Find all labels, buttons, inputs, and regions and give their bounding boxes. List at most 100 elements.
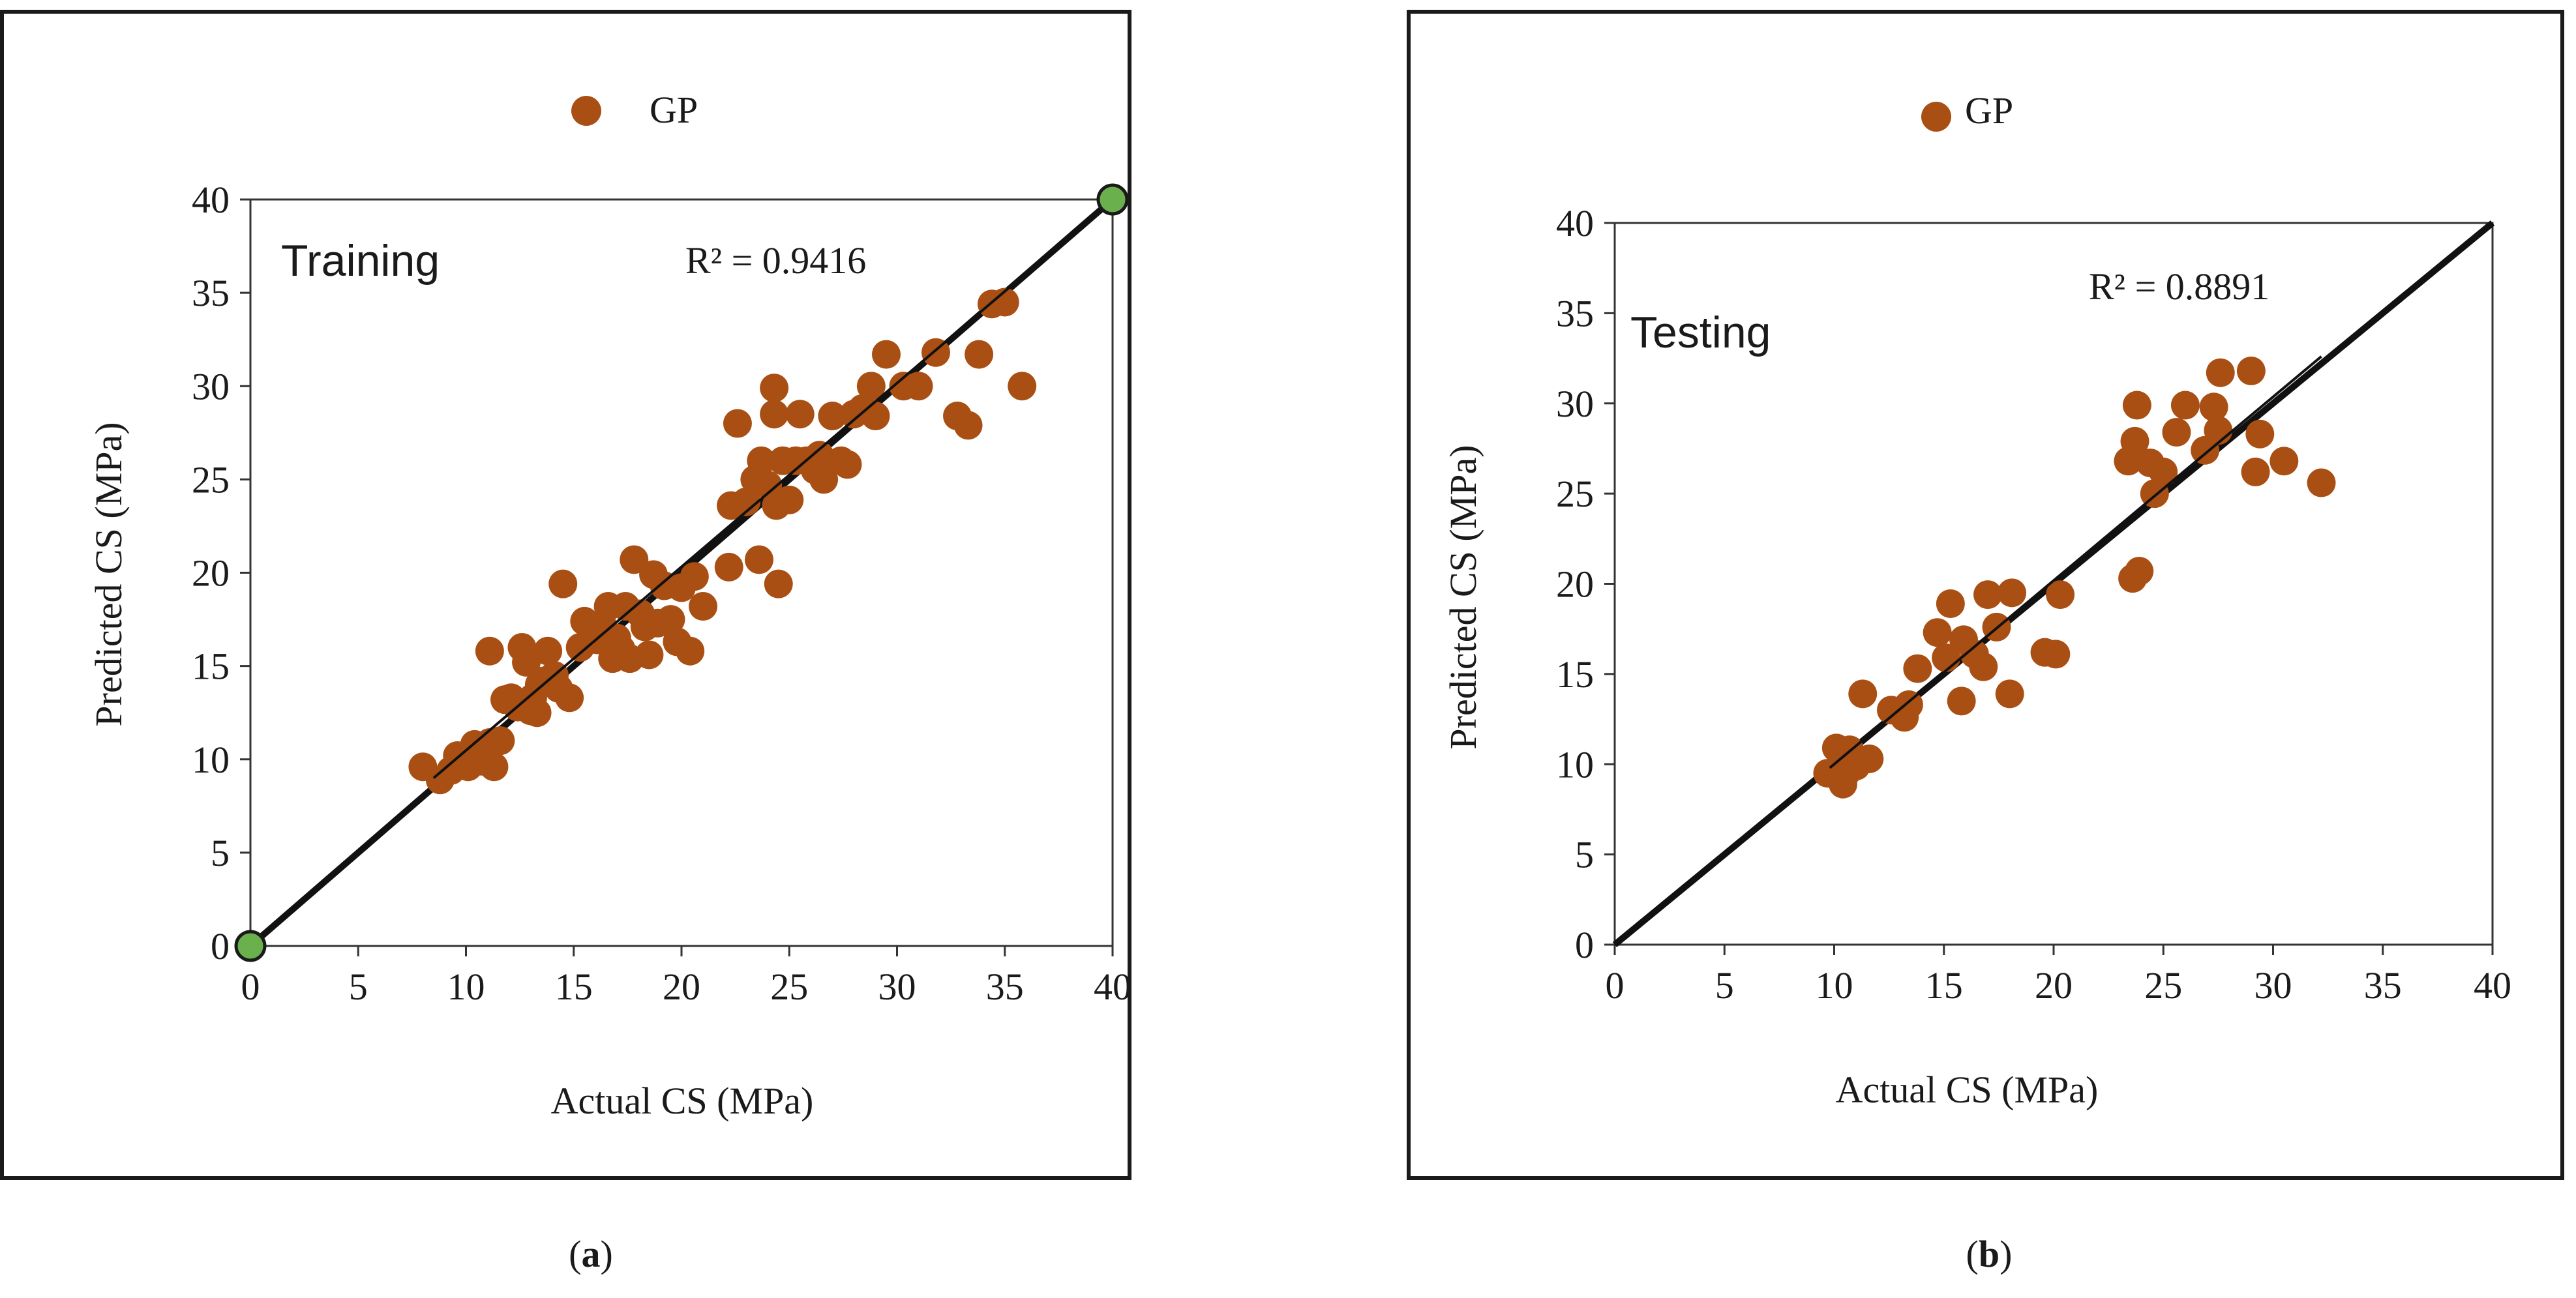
y-tick-label: 15 bbox=[1556, 653, 1594, 696]
x-tick-label: 10 bbox=[1816, 964, 1853, 1007]
r2-label: R² = 0.9416 bbox=[685, 239, 866, 282]
data-point bbox=[785, 400, 815, 429]
x-tick-label: 40 bbox=[2474, 964, 2511, 1007]
data-point bbox=[1995, 679, 2024, 709]
data-point bbox=[1923, 618, 1952, 647]
legend-marker bbox=[571, 96, 601, 126]
line-endpoint-marker bbox=[234, 930, 267, 962]
data-point bbox=[856, 372, 886, 401]
data-point bbox=[732, 487, 761, 516]
x-tick-label: 5 bbox=[1715, 964, 1734, 1007]
data-point bbox=[1894, 690, 1923, 719]
y-tick-label: 30 bbox=[1556, 383, 1594, 425]
legend-label: GP bbox=[1965, 89, 2013, 132]
y-tick-label: 35 bbox=[1556, 292, 1594, 334]
y-tick-label: 40 bbox=[1556, 202, 1594, 244]
data-point bbox=[512, 647, 541, 677]
data-point bbox=[2125, 557, 2154, 586]
data-point bbox=[533, 636, 563, 666]
data-point bbox=[555, 683, 584, 713]
data-point bbox=[764, 569, 793, 598]
x-tick-label: 35 bbox=[986, 966, 1024, 1008]
y-tick-label: 20 bbox=[1556, 563, 1594, 606]
data-point bbox=[2269, 447, 2299, 476]
trend-line bbox=[432, 198, 1114, 779]
data-point bbox=[2245, 419, 2275, 449]
data-point bbox=[1973, 580, 2003, 610]
chart-panel-training: GP Training R² = 0.9416 Actual CS (MPa) … bbox=[0, 10, 1131, 1180]
data-point bbox=[1936, 589, 1965, 618]
y-tick-label: 10 bbox=[1556, 743, 1594, 786]
data-point bbox=[2236, 356, 2266, 385]
data-point bbox=[805, 441, 834, 470]
data-point bbox=[1947, 686, 1976, 716]
x-tick-label: 20 bbox=[2035, 964, 2073, 1007]
x-tick-label: 20 bbox=[663, 966, 700, 1008]
x-tick-label: 10 bbox=[447, 966, 485, 1008]
data-point bbox=[965, 340, 994, 369]
data-point bbox=[747, 446, 776, 475]
x-axis-label: Actual CS (MPa) bbox=[551, 1080, 814, 1122]
legend-marker bbox=[1921, 102, 1951, 132]
data-point bbox=[990, 288, 1019, 317]
data-point bbox=[833, 450, 862, 479]
x-axis-label: Actual CS (MPa) bbox=[1836, 1069, 2099, 1111]
data-point bbox=[714, 552, 743, 582]
x-tick-label: 25 bbox=[770, 966, 808, 1008]
x-tick-label: 25 bbox=[2144, 964, 2182, 1007]
data-point bbox=[760, 400, 789, 429]
data-point bbox=[479, 752, 509, 782]
data-point bbox=[775, 485, 804, 514]
x-tick-label: 35 bbox=[2364, 964, 2402, 1007]
y-tick-label: 5 bbox=[211, 832, 230, 874]
x-tick-label: 30 bbox=[878, 966, 916, 1008]
data-point bbox=[2046, 580, 2075, 610]
data-point bbox=[620, 545, 649, 574]
y-tick-label: 5 bbox=[1575, 834, 1594, 876]
data-point bbox=[2162, 418, 2191, 447]
r2-label: R² = 0.8891 bbox=[2089, 265, 2269, 308]
data-point bbox=[2120, 426, 2149, 456]
data-point bbox=[1848, 679, 1878, 709]
data-point bbox=[2041, 640, 2071, 669]
data-point bbox=[1998, 578, 2027, 608]
x-tick-label: 0 bbox=[1606, 964, 1625, 1007]
data-point bbox=[861, 402, 890, 431]
data-point bbox=[2204, 416, 2233, 445]
data-point bbox=[689, 592, 718, 621]
data-point bbox=[1855, 744, 1884, 773]
y-tick-label: 0 bbox=[211, 925, 230, 967]
y-tick-label: 10 bbox=[192, 739, 230, 781]
data-point bbox=[744, 545, 773, 574]
data-point bbox=[2206, 358, 2235, 387]
data-point bbox=[1969, 652, 1998, 681]
y-tick-label: 35 bbox=[192, 272, 230, 314]
panel-inner-label: Training bbox=[281, 236, 440, 286]
data-point bbox=[953, 411, 983, 440]
y-axis-label: Predicted CS (MPa) bbox=[1442, 445, 1484, 749]
y-tick-label: 20 bbox=[192, 552, 230, 595]
data-point bbox=[2170, 391, 2200, 420]
x-tick-label: 0 bbox=[241, 966, 260, 1008]
caption-b-letter: b bbox=[1978, 1233, 2000, 1275]
data-point bbox=[2241, 457, 2270, 486]
legend-label: GP bbox=[650, 89, 698, 131]
y-tick-label: 30 bbox=[192, 365, 230, 407]
data-point bbox=[1008, 372, 1037, 401]
caption-a: (a) bbox=[569, 1233, 613, 1275]
panel-inner-label: Testing bbox=[1630, 308, 1771, 357]
data-point bbox=[760, 374, 789, 403]
y-tick-label: 15 bbox=[192, 645, 230, 688]
x-tick-label: 40 bbox=[1094, 966, 1131, 1008]
data-point bbox=[680, 562, 709, 591]
line-endpoint-marker bbox=[1096, 183, 1129, 216]
x-tick-label: 30 bbox=[2254, 964, 2292, 1007]
data-point bbox=[548, 569, 578, 598]
data-point bbox=[676, 636, 705, 666]
data-point bbox=[2149, 457, 2178, 486]
data-point bbox=[475, 636, 504, 666]
y-tick-label: 40 bbox=[192, 179, 230, 221]
data-point bbox=[522, 698, 552, 728]
x-tick-label: 15 bbox=[1925, 964, 1963, 1007]
data-point bbox=[2307, 468, 2336, 497]
